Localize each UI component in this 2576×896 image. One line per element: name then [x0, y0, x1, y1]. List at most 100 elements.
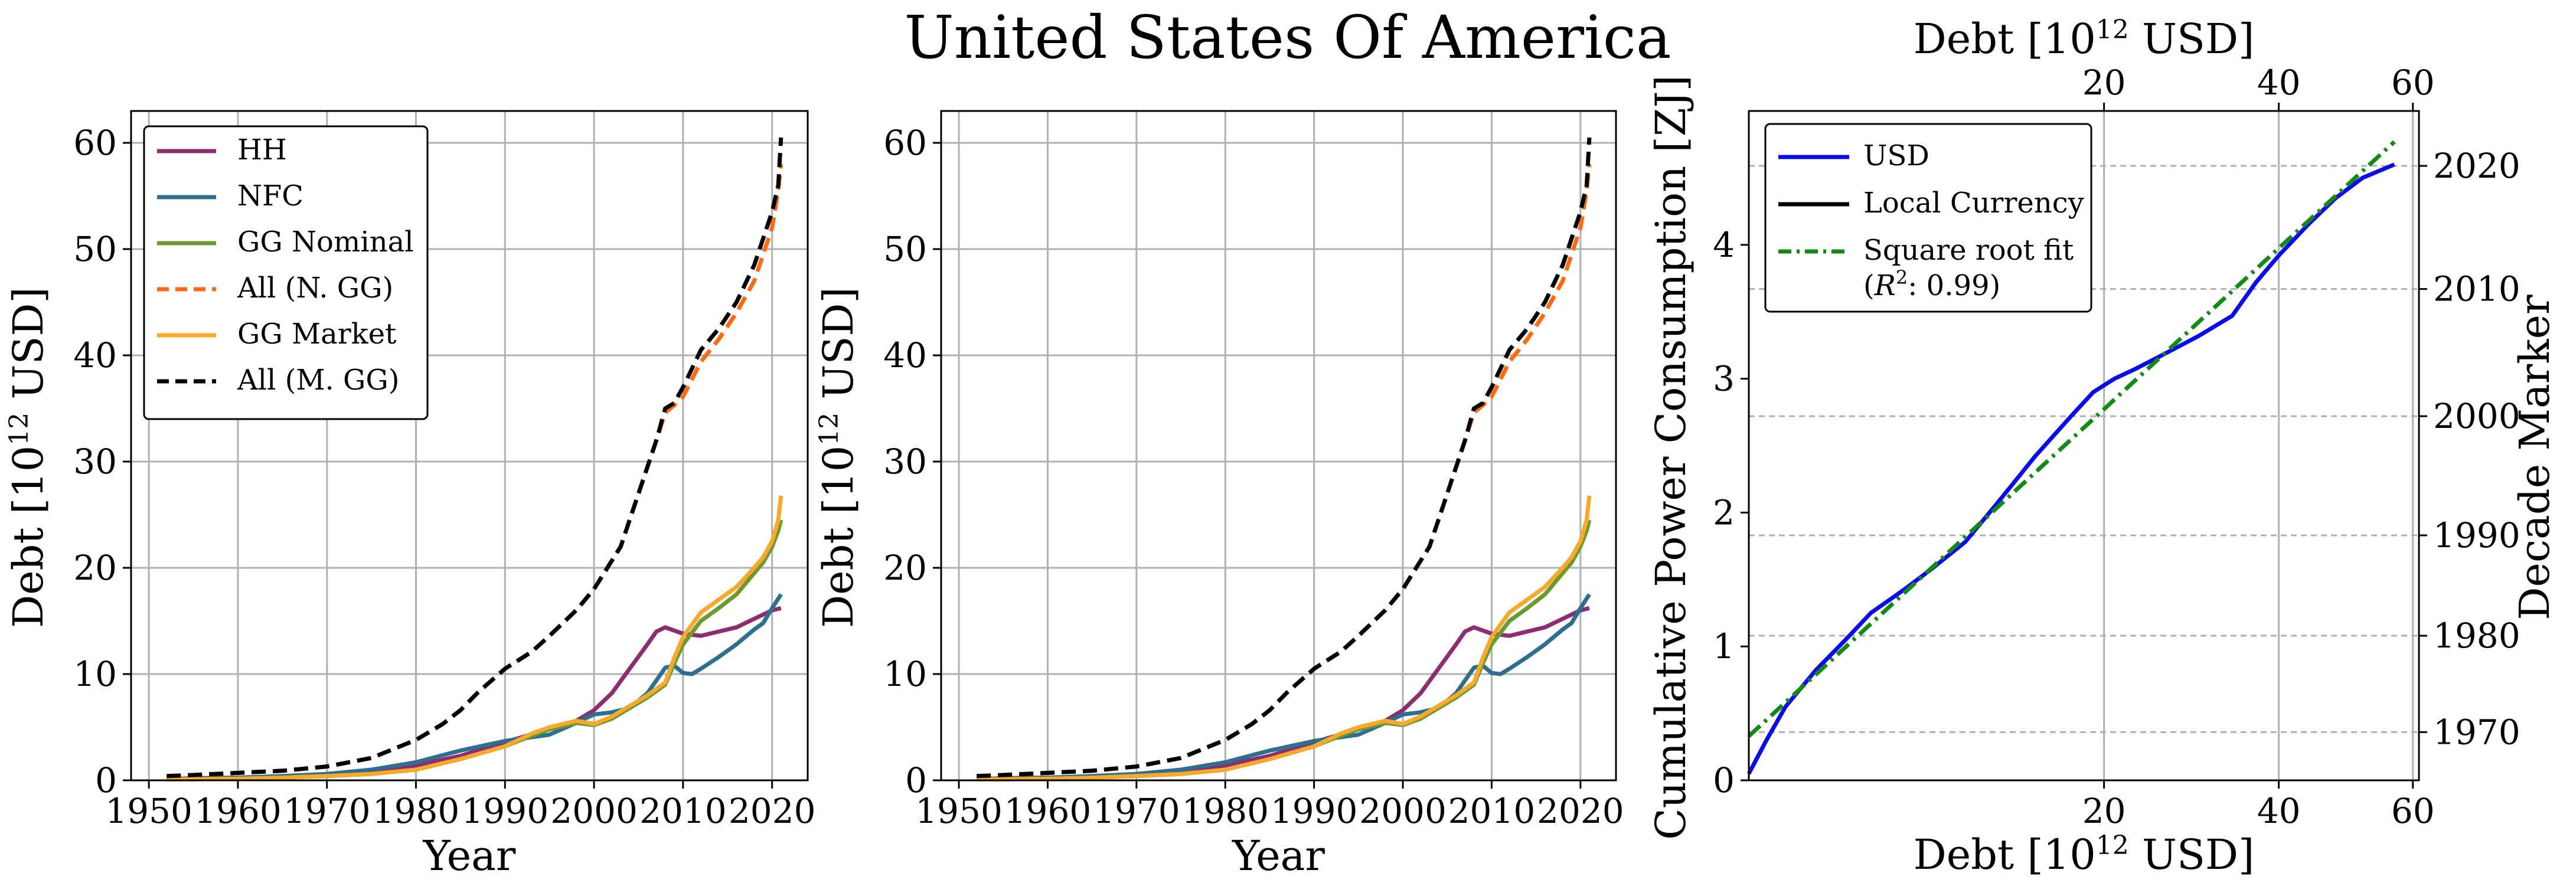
- y-tick-label-0: 0: [95, 760, 117, 800]
- series-line-gg-nominal: [166, 519, 783, 781]
- series-line-all-n-gg: [977, 163, 1592, 779]
- series-line-gg-market: [166, 495, 783, 781]
- r2-open: (: [1863, 269, 1875, 302]
- x-tick-label-2000: 2000: [1359, 791, 1447, 831]
- series-line-square-root-fit: [1747, 140, 2396, 738]
- y-axis-label: Cumulative Power Consumption [ZJ]: [1647, 75, 1695, 840]
- axes-frame: [130, 110, 809, 781]
- top-x-tick-label-40: 40: [2257, 63, 2301, 103]
- legend-label-gg-market: GG Market: [237, 318, 396, 351]
- y-tick-label-50: 50: [883, 229, 927, 269]
- x-tick-label-1990: 1990: [462, 791, 549, 831]
- y-tick-label-20: 20: [883, 548, 927, 588]
- legend-box: [143, 125, 429, 420]
- legend-label-hh: HH: [237, 133, 287, 166]
- y-tick-label-3: 3: [1713, 359, 1735, 399]
- legend-label-all-m-gg: All (M. GG): [237, 364, 399, 397]
- y-axis-label-part: USD]: [4, 287, 53, 413]
- y-tick-label-60: 60: [73, 123, 117, 163]
- x-tick-label-1990: 1990: [1271, 791, 1358, 831]
- series-line-all-m-gg: [977, 137, 1592, 779]
- y-axis-label-exponent: 12: [4, 413, 34, 446]
- y-tick-label-30: 30: [883, 442, 927, 482]
- x-axis-label: Year: [423, 832, 516, 880]
- x-tick-label-40: 40: [2257, 791, 2301, 831]
- decade-marker-label-1990: 1990: [2433, 515, 2521, 555]
- y-tick-label-10: 10: [73, 654, 117, 694]
- x-axis-label: Year: [1232, 832, 1325, 880]
- decade-marker-label-1980: 1980: [2433, 616, 2521, 656]
- top-x-axis-label-exponent: 12: [2096, 15, 2129, 45]
- r2-exponent: 2: [1896, 266, 1908, 289]
- decade-marker-label-1970: 1970: [2433, 712, 2521, 752]
- legend-box: [1764, 123, 2092, 313]
- y-axis-label-part: USD]: [814, 287, 863, 413]
- x-tick-label-2000: 2000: [550, 791, 638, 831]
- legend-label-all-n-gg: All (N. GG): [237, 272, 393, 305]
- x-tick-label-1970: 1970: [283, 791, 371, 831]
- y-tick-label-0: 0: [905, 760, 927, 800]
- y-axis-label: Debt [1012 USD]: [4, 287, 53, 628]
- x-tick-label-2010: 2010: [639, 791, 727, 831]
- top-x-axis-label-part: Debt [10: [1914, 15, 2096, 63]
- right-panel-power-vs-debt: 2020404060600123419701980199020002010202…: [1647, 15, 2559, 879]
- x-tick-label-2020: 2020: [729, 791, 816, 831]
- y-tick-label-50: 50: [73, 229, 117, 269]
- x-axis-label-exponent: 12: [2096, 830, 2129, 861]
- x-tick-label-1980: 1980: [373, 791, 460, 831]
- y-tick-label-0: 0: [1713, 760, 1735, 800]
- x-tick-label-2010: 2010: [1448, 791, 1536, 831]
- x-axis-label-part: USD]: [2129, 830, 2255, 879]
- legend-label-local-currency: Local Currency: [1863, 187, 2084, 220]
- y-axis-label-part: Debt [10: [4, 446, 53, 628]
- top-x-axis-label: Debt [1012 USD]: [1914, 15, 2255, 64]
- y-tick-label-1: 1: [1713, 626, 1735, 666]
- right-y-axis-label: Decade Marker: [2510, 295, 2559, 620]
- decade-marker-label-2000: 2000: [2433, 396, 2521, 436]
- y-tick-label-60: 60: [883, 123, 927, 163]
- y-axis-label-exponent: 12: [814, 413, 844, 446]
- x-tick-label-1950: 1950: [105, 791, 192, 831]
- x-tick-label-20: 20: [2082, 791, 2126, 831]
- legend-label-r-squared: (R2: 0.99): [1863, 266, 2000, 302]
- y-tick-label-2: 2: [1713, 492, 1735, 532]
- left-panel-debt-by-sector: 1950 1960 1970 1980 1990 2000 2010 2020 0 10 20 30 4…: [4, 110, 816, 880]
- axes-frame: [1748, 110, 2420, 781]
- decade-marker-label-2020: 2020: [2433, 146, 2521, 186]
- y-axis-label: Debt [1012 USD]: [814, 287, 863, 628]
- x-tick-label-1960: 1960: [1004, 791, 1092, 831]
- top-x-tick-label-20: 20: [2082, 63, 2126, 103]
- y-axis-label-part: Debt [10: [814, 446, 863, 628]
- x-axis-label: Debt [1012 USD]: [1914, 830, 2255, 879]
- decade-marker-label-2010: 2010: [2433, 269, 2521, 309]
- axes-frame: [940, 110, 1617, 781]
- x-tick-label-1970: 1970: [1093, 791, 1180, 831]
- y-tick-label-20: 20: [73, 548, 117, 588]
- y-tick-label-4: 4: [1713, 225, 1735, 265]
- series-line-gg-nominal: [977, 519, 1592, 781]
- figure-title: United States Of America: [904, 3, 1671, 72]
- x-tick-label-60: 60: [2391, 791, 2435, 831]
- x-tick-label-1980: 1980: [1181, 791, 1269, 831]
- series-line-gg-market: [977, 495, 1592, 781]
- r2-value: : 0.99): [1908, 269, 2000, 302]
- x-tick-label-2020: 2020: [1537, 791, 1624, 831]
- series-line-all-n-gg: [166, 163, 783, 779]
- legend-label-usd: USD: [1863, 139, 1929, 172]
- y-tick-label-40: 40: [73, 335, 117, 375]
- legend-label-nfc: NFC: [237, 179, 303, 212]
- y-tick-label-40: 40: [883, 335, 927, 375]
- x-tick-label-1950: 1950: [915, 791, 1003, 831]
- legend-label-square-root-fit: Square root fit: [1863, 234, 2074, 267]
- top-x-tick-label-60: 60: [2391, 63, 2435, 103]
- middle-panel-debt-by-sector: 1950 1960 1970 1980 1990 2000 2010 2020 0 10 20 30 4…: [814, 110, 1624, 880]
- y-tick-label-10: 10: [883, 654, 927, 694]
- r2-symbol: R: [1874, 269, 1896, 302]
- y-tick-label-30: 30: [73, 442, 117, 482]
- top-x-axis-label-part: USD]: [2129, 15, 2255, 63]
- x-axis-label-part: Debt [10: [1914, 830, 2096, 879]
- x-tick-label-1960: 1960: [194, 791, 282, 831]
- series-line-usd: [1746, 162, 2395, 775]
- legend-label-gg-nominal: GG Nominal: [237, 225, 414, 259]
